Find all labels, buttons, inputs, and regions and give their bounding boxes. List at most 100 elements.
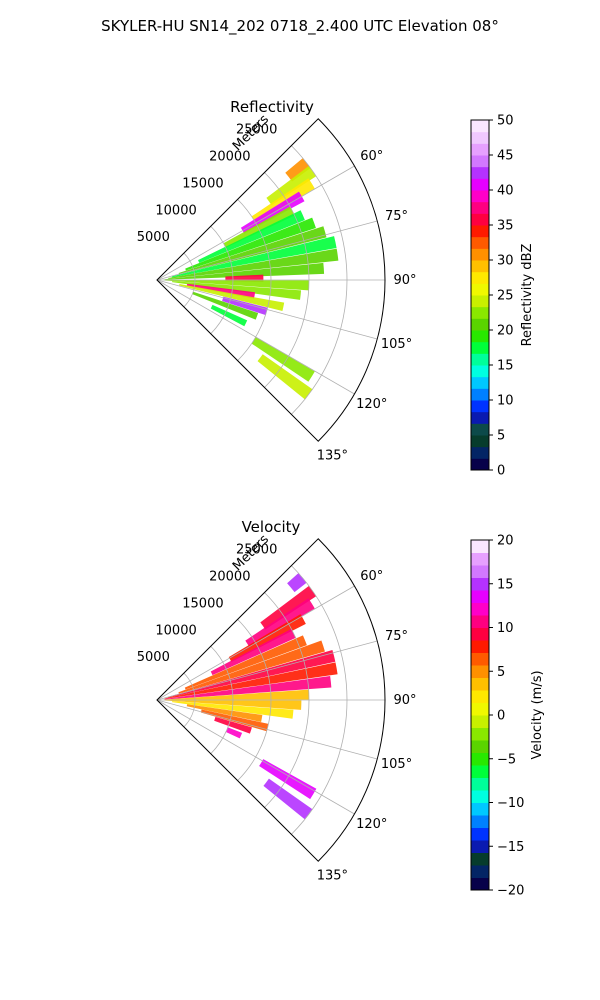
colorbar-swatch (471, 702, 489, 716)
azimuth-spoke (156, 220, 378, 281)
colorbar-swatch (471, 727, 489, 741)
colorbar-swatch (471, 190, 489, 203)
colorbar-swatch (471, 877, 489, 891)
colorbar-tick-label: 10 (497, 621, 514, 636)
colorbar-swatch (471, 840, 489, 853)
colorbar-swatch (471, 248, 489, 261)
colorbar-swatch (471, 306, 489, 319)
data-cell (192, 291, 259, 320)
colorbar-tick-label: 50 (497, 114, 514, 129)
colorbar-swatch (471, 283, 489, 296)
data-cell (164, 280, 309, 291)
colorbar-swatch (471, 827, 489, 841)
data-cell (164, 662, 338, 699)
data-cell (240, 191, 305, 234)
colorbar-tick-label: 30 (497, 254, 514, 269)
colorbar-swatch (471, 225, 489, 238)
data-cell (210, 304, 248, 327)
colorbar-swatch (471, 166, 489, 179)
azimuth-spoke (156, 279, 378, 340)
velocity-data-layer (164, 573, 338, 820)
data-cell (223, 206, 295, 248)
data-cell (210, 628, 296, 676)
colorbar-swatch (471, 552, 489, 566)
data-cell (186, 704, 263, 722)
data-cell (164, 675, 332, 700)
range-tick-label: 20000 (209, 570, 250, 585)
azimuth-tick-label: 105° (381, 757, 412, 772)
azimuth-tick-label: 135° (317, 868, 348, 883)
colorbar-tick-label: −20 (497, 884, 524, 899)
colorbar-swatch (471, 435, 489, 448)
colorbar-tick-label: 15 (497, 577, 514, 592)
colorbar-swatch (471, 740, 489, 753)
data-cell (200, 709, 269, 732)
reflectivity-sector-outline (156, 118, 386, 442)
velocity-colorbar-label: Velocity (m/s) (530, 670, 545, 759)
azimuth-spoke (156, 640, 378, 701)
colorbar-swatch (471, 318, 489, 331)
range-tick-label: 20000 (209, 150, 250, 165)
colorbar-tick-label: 5 (497, 665, 505, 680)
colorbar-swatch (471, 353, 489, 366)
azimuth-tick-label: 90° (393, 693, 416, 708)
colorbar-swatch (471, 777, 489, 791)
colorbar-tick-label: −15 (497, 840, 524, 855)
colorbar-swatch (471, 802, 489, 816)
colorbar-tick-label: 40 (497, 184, 514, 199)
colorbar-swatch (471, 565, 489, 578)
colorbar-swatch (471, 423, 489, 436)
data-cell (222, 296, 268, 316)
data-cell (228, 614, 306, 662)
azimuth-tick-label: 75° (385, 209, 408, 224)
range-tick-label: 15000 (182, 176, 223, 191)
colorbar-tick-label: 20 (497, 324, 514, 339)
sector-frame (156, 538, 386, 862)
velocity-range-ticks: 5000 10000 15000 20000 25000 (137, 543, 278, 665)
colorbar-swatch (471, 865, 489, 878)
colorbar-swatch (471, 590, 489, 603)
velocity-sector-outline (156, 538, 386, 862)
azimuth-tick-label: 60° (360, 149, 383, 164)
colorbar-swatch (471, 365, 489, 378)
colorbar-swatch (471, 178, 489, 191)
colorbar-swatch (471, 446, 489, 459)
data-cell (185, 217, 316, 271)
velocity-azimuth-ticks: 60° 75° 90° 105° 120° 135° (317, 569, 417, 883)
reflectivity-azimuth-ticks: 60° 75° 90° 105° 120° 135° (317, 149, 417, 463)
data-cell (225, 727, 243, 739)
range-tick-label: 15000 (182, 596, 223, 611)
data-cell (178, 226, 327, 275)
colorbar-swatch (471, 411, 489, 424)
azimuth-tick-label: 105° (381, 337, 412, 352)
reflectivity-colorbar-label: Reflectivity dBZ (520, 244, 535, 347)
data-cell (260, 585, 317, 630)
colorbar-swatch (471, 615, 489, 628)
colorbar-swatch (471, 400, 489, 413)
colorbar-swatch (471, 271, 489, 284)
colorbar-swatch (471, 665, 489, 678)
data-cell (266, 165, 317, 206)
velocity-colorbar: −20 −15 −10 −5 0 5 10 15 20 (470, 534, 524, 899)
data-cell (198, 210, 305, 263)
reflectivity-data-layer (164, 158, 339, 400)
colorbar-swatch (471, 213, 489, 226)
colorbar-swatch (471, 602, 489, 616)
colorbar-swatch (471, 765, 489, 778)
azimuth-tick-label: 135° (317, 448, 348, 463)
colorbar-swatch (471, 577, 489, 591)
data-cell (171, 236, 337, 278)
range-tick-label: 25000 (236, 123, 277, 138)
data-cell (168, 248, 339, 279)
colorbar-swatch (471, 260, 489, 273)
colorbar-swatch (471, 120, 489, 133)
azimuth-spoke (156, 699, 378, 760)
colorbar-swatch (471, 640, 489, 653)
colorbar-swatch (471, 790, 489, 803)
data-cell (164, 689, 309, 700)
colorbar-swatch (471, 376, 489, 389)
colorbar-swatch (471, 201, 489, 214)
colorbar-tick-label: 45 (497, 149, 514, 164)
data-cell (285, 158, 311, 182)
